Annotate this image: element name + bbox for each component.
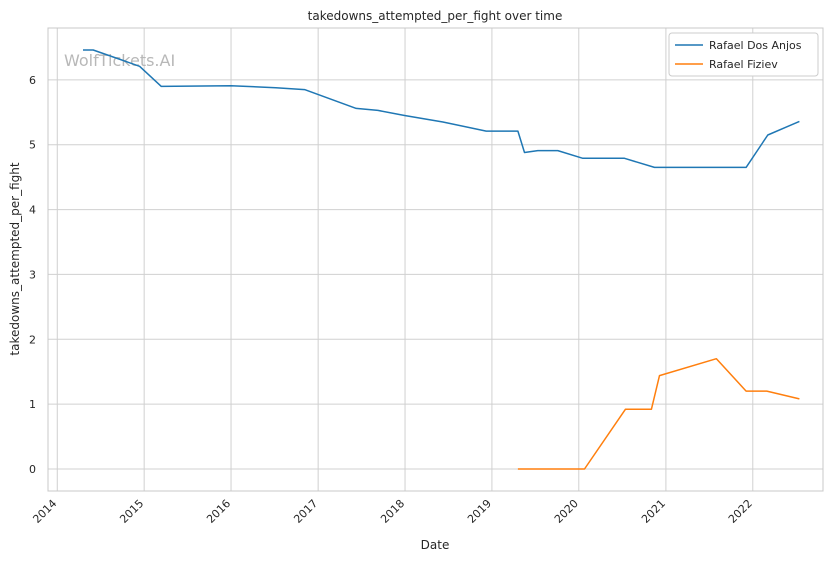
y-tick-label: 6 bbox=[29, 74, 36, 87]
grid-lines bbox=[48, 28, 823, 491]
legend: Rafael Dos Anjos Rafael Fiziev bbox=[668, 32, 819, 77]
legend-label-rafael-fiziev: Rafael Fiziev bbox=[709, 58, 778, 71]
series-lines bbox=[83, 49, 800, 470]
y-tick-label: 1 bbox=[29, 398, 36, 411]
legend-box bbox=[668, 32, 819, 77]
y-tick-label: 3 bbox=[29, 268, 36, 281]
series-line-rafael-fiziev bbox=[517, 357, 800, 470]
y-tick-label: 5 bbox=[29, 139, 36, 152]
y-axis-label: takedowns_attempted_per_fight bbox=[8, 162, 22, 355]
tick-labels: 2014 2015 2016 2017 2018 2019 2020 2021 20220123… bbox=[29, 74, 755, 526]
plot-area bbox=[47, 27, 824, 492]
series-line-rafael-dos-anjos bbox=[83, 49, 800, 169]
x-axis-label: Date bbox=[421, 538, 450, 552]
y-tick-label: 2 bbox=[29, 333, 36, 346]
watermark: WolfTickets.AI bbox=[64, 51, 175, 70]
legend-label-rafael-dos-anjos: Rafael Dos Anjos bbox=[709, 39, 802, 52]
y-tick-label: 4 bbox=[29, 204, 36, 217]
y-tick-label: 0 bbox=[29, 463, 36, 476]
chart-title: takedowns_attempted_per_fight over time bbox=[308, 9, 563, 23]
